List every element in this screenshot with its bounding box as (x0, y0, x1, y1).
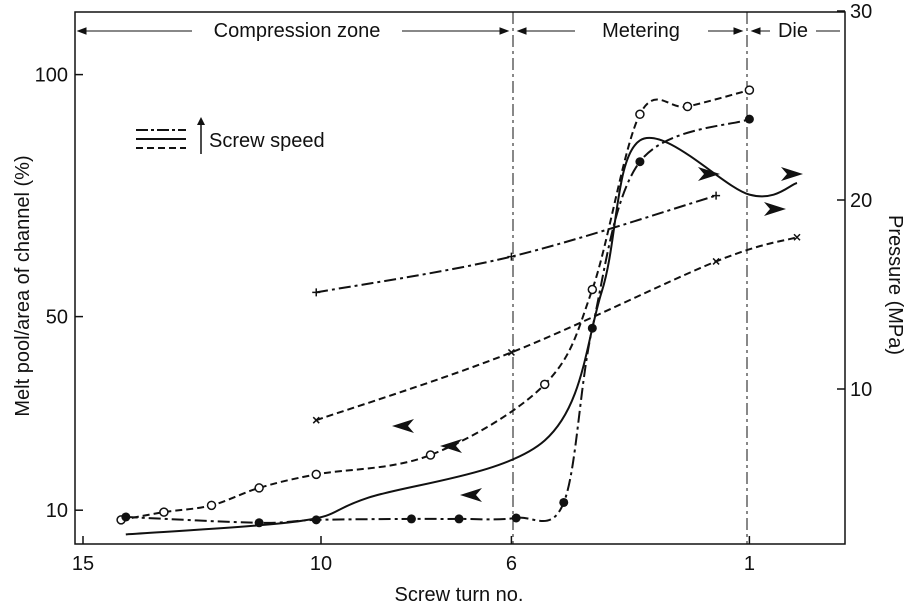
zone-metering-label: Metering (602, 20, 680, 42)
series-line (316, 194, 717, 294)
series-line (315, 236, 798, 422)
y-right-tick-label: 10 (850, 379, 872, 401)
x-tick-label: 15 (72, 553, 94, 575)
data-point (454, 514, 464, 524)
y-right-tick-label: 20 (850, 190, 872, 212)
data-point (206, 500, 217, 511)
y-axis-left-label: Melt pool/area of channel (%) (12, 155, 34, 416)
data-point (793, 233, 801, 241)
zone-arrows (76, 27, 840, 35)
y-left-tick-label: 10 (46, 500, 68, 522)
series-2 (125, 136, 798, 536)
data-point (744, 85, 755, 95)
data-point (744, 114, 754, 124)
x-axis-label: Screw turn no. (395, 584, 524, 606)
series-1 (121, 114, 754, 528)
data-point (712, 257, 720, 265)
zone-compression-label: Compression zone (214, 20, 381, 42)
data-point (635, 157, 645, 167)
data-point (311, 469, 321, 480)
data-point (159, 507, 169, 517)
data-point (559, 497, 569, 507)
data-point (121, 512, 131, 522)
series-3 (312, 191, 721, 297)
y-axis-right-label: Pressure (MPa) (884, 215, 906, 355)
data-point (682, 101, 693, 112)
data-point (507, 348, 515, 356)
data-point (254, 483, 264, 493)
legend-label: Screw speed (209, 130, 325, 152)
data-point (511, 513, 521, 523)
zone-die-label: Die (778, 20, 808, 42)
data-point (635, 109, 645, 120)
y-right-tick-label: 30 (850, 1, 872, 23)
direction-arrows (392, 167, 803, 502)
data-point (712, 191, 721, 200)
data-point (507, 252, 516, 261)
data-point (425, 450, 436, 460)
plot-frame (74, 11, 846, 545)
x-tick-label: 1 (744, 553, 755, 575)
series-4 (312, 233, 801, 424)
data-point (587, 284, 598, 295)
series-line (120, 89, 750, 521)
data-point (406, 514, 416, 524)
x-tick-label: 10 (310, 553, 332, 575)
x-tick-label: 6 (506, 553, 517, 575)
y-left-tick-label: 100 (35, 65, 68, 87)
y-left-tick-label: 50 (46, 307, 68, 329)
legend (136, 117, 205, 154)
axis-ticks (75, 10, 845, 544)
data-point (539, 379, 550, 390)
tick-labels: 15 10 6 1 10 50 100 10 20 30 (35, 1, 873, 575)
data-point (312, 288, 321, 297)
series-0 (116, 85, 755, 525)
series-line (125, 136, 798, 536)
series-layer (116, 85, 801, 536)
series-line (125, 118, 750, 524)
data-point (312, 416, 320, 424)
